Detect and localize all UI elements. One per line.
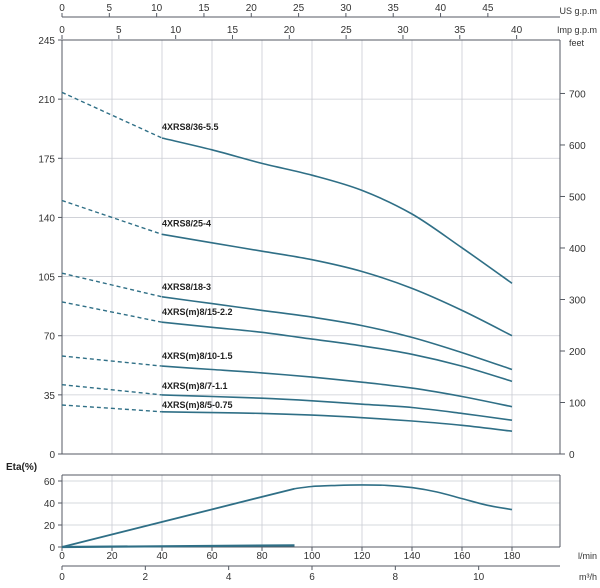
imp-gpm-tick-label: 30 bbox=[397, 25, 409, 36]
y-left-tick-label: 70 bbox=[44, 332, 56, 343]
m3h-tick-label: 10 bbox=[473, 572, 485, 583]
us-gpm-tick-label: 10 bbox=[151, 3, 163, 14]
eta-y-tick-label: 60 bbox=[44, 477, 56, 488]
y-right-tick-label: 0 bbox=[569, 450, 575, 461]
imp-gpm-tick-label: 20 bbox=[284, 25, 296, 36]
imp-gpm-tick-label: 0 bbox=[59, 25, 65, 36]
y-right-unit: feet bbox=[569, 38, 585, 48]
curve-label: 4XRS(m)8/5-0.75 bbox=[162, 400, 233, 410]
us-gpm-tick-label: 35 bbox=[388, 3, 400, 14]
y-right-tick-label: 600 bbox=[569, 141, 586, 152]
us-gpm-tick-label: 40 bbox=[435, 3, 447, 14]
head-curve bbox=[161, 233, 513, 337]
head-curve bbox=[161, 321, 513, 383]
imp-gpm-tick-label: 35 bbox=[454, 25, 466, 36]
efficiency-baseline-curve bbox=[61, 544, 295, 549]
eta-x-tick-label: 120 bbox=[354, 551, 371, 562]
eta-x-tick-label: 160 bbox=[454, 551, 471, 562]
eta-x-tick-label: 60 bbox=[206, 551, 218, 562]
imp-gpm-tick-label: 40 bbox=[511, 25, 523, 36]
efficiency-curve-rise bbox=[61, 487, 295, 548]
efficiency-curve bbox=[294, 484, 513, 511]
eta-x-tick-label: 100 bbox=[304, 551, 321, 562]
us-gpm-tick-label: 15 bbox=[198, 3, 210, 14]
eta-x-tick-label: 180 bbox=[504, 551, 521, 562]
eta-axis-title: Eta(%) bbox=[6, 462, 37, 473]
head-curve-dashed bbox=[61, 91, 163, 139]
curve-label: 4XRS(m)8/7-1.1 bbox=[162, 381, 228, 391]
head-curve-dashed bbox=[61, 384, 163, 396]
m3h-tick-label: 6 bbox=[309, 572, 315, 583]
head-curves bbox=[61, 91, 513, 432]
head-curve bbox=[161, 411, 513, 432]
us-gpm-tick-label: 5 bbox=[107, 3, 113, 14]
imp-gpm-tick-label: 15 bbox=[227, 25, 239, 36]
axis-and-curve-text: 0357010514017521024501002003004005006007… bbox=[6, 3, 597, 583]
head-curve bbox=[161, 365, 513, 408]
curve-label: 4XRS8/18-3 bbox=[162, 282, 211, 292]
m3h-tick-label: 0 bbox=[59, 572, 65, 583]
curve-label: 4XRS(m)8/15-2.2 bbox=[162, 307, 233, 317]
curve-label: 4XRS8/25-4 bbox=[162, 218, 211, 228]
head-curve-dashed bbox=[61, 301, 163, 323]
us-gpm-tick-label: 45 bbox=[482, 3, 494, 14]
m3h-tick-label: 4 bbox=[226, 572, 232, 583]
eta-y-tick-label: 20 bbox=[44, 521, 56, 532]
m3h-tick-label: 2 bbox=[143, 572, 149, 583]
efficiency-curves bbox=[61, 484, 513, 549]
us-gpm-unit: US g.p.m bbox=[559, 6, 597, 16]
y-left-tick-label: 35 bbox=[44, 391, 56, 402]
eta-y-tick-label: 0 bbox=[49, 543, 55, 554]
y-left-tick-label: 210 bbox=[38, 95, 55, 106]
curve-label: 4XRS8/36-5.5 bbox=[162, 122, 219, 132]
m3h-unit: m³/h bbox=[579, 572, 597, 582]
y-right-tick-label: 400 bbox=[569, 244, 586, 255]
us-gpm-tick-label: 30 bbox=[340, 3, 352, 14]
eta-x-tick-label: 0 bbox=[59, 551, 65, 562]
grid-lines bbox=[62, 39, 560, 547]
y-left-tick-label: 0 bbox=[49, 450, 55, 461]
us-gpm-tick-label: 25 bbox=[293, 3, 305, 14]
head-curve-dashed bbox=[61, 272, 163, 298]
us-gpm-tick-label: 20 bbox=[246, 3, 258, 14]
y-left-tick-label: 245 bbox=[38, 36, 55, 47]
eta-x-tick-label: 20 bbox=[106, 551, 118, 562]
eta-x-tick-label: 140 bbox=[404, 551, 421, 562]
eta-x-unit: l/min bbox=[578, 551, 597, 561]
head-curve bbox=[161, 296, 513, 371]
y-right-tick-label: 700 bbox=[569, 89, 586, 100]
us-gpm-tick-label: 0 bbox=[59, 3, 65, 14]
eta-x-tick-label: 80 bbox=[256, 551, 268, 562]
m3h-tick-label: 8 bbox=[393, 572, 399, 583]
head-curve-dashed bbox=[61, 404, 163, 413]
eta-y-tick-label: 40 bbox=[44, 499, 56, 510]
y-right-tick-label: 100 bbox=[569, 398, 586, 409]
head-curve-dashed bbox=[61, 355, 163, 367]
head-curve bbox=[161, 394, 513, 421]
y-right-tick-label: 300 bbox=[569, 295, 586, 306]
eta-x-tick-label: 40 bbox=[156, 551, 168, 562]
curve-label: 4XRS(m)8/10-1.5 bbox=[162, 351, 233, 361]
head-curve-dashed bbox=[61, 199, 163, 235]
imp-gpm-tick-label: 5 bbox=[116, 25, 122, 36]
y-right-tick-label: 500 bbox=[569, 192, 586, 203]
imp-gpm-tick-label: 10 bbox=[170, 25, 182, 36]
y-left-tick-label: 175 bbox=[38, 154, 55, 165]
head-curve bbox=[161, 137, 513, 284]
y-left-tick-label: 140 bbox=[38, 213, 55, 224]
y-left-tick-label: 105 bbox=[38, 273, 55, 284]
imp-gpm-tick-label: 25 bbox=[341, 25, 353, 36]
y-right-tick-label: 200 bbox=[569, 347, 586, 358]
imp-gpm-unit: Imp g.p.m bbox=[557, 25, 597, 35]
